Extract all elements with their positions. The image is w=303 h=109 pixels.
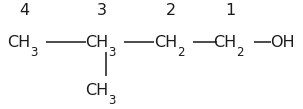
Text: 2: 2	[236, 46, 244, 59]
Text: CH: CH	[154, 35, 177, 50]
Text: OH: OH	[270, 35, 295, 50]
Text: 2: 2	[177, 46, 184, 59]
Text: CH: CH	[85, 35, 108, 50]
Text: 1: 1	[225, 3, 235, 18]
Text: 3: 3	[108, 46, 115, 59]
Text: CH: CH	[85, 83, 108, 98]
Text: CH: CH	[213, 35, 236, 50]
Text: 3: 3	[108, 94, 115, 107]
Text: 2: 2	[166, 3, 176, 18]
Text: 4: 4	[19, 3, 29, 18]
Text: CH: CH	[7, 35, 30, 50]
Text: 3: 3	[30, 46, 37, 59]
Text: 3: 3	[97, 3, 107, 18]
